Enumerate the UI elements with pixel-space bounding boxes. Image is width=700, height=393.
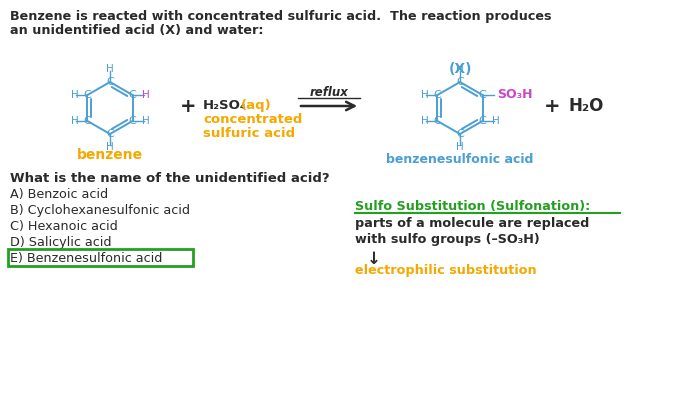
Text: C: C bbox=[479, 116, 486, 126]
Text: H₂SO₄: H₂SO₄ bbox=[203, 99, 246, 112]
Text: reflux: reflux bbox=[309, 86, 349, 99]
Text: C: C bbox=[83, 116, 92, 126]
Text: SO₃H: SO₃H bbox=[498, 88, 533, 101]
Text: ↓: ↓ bbox=[367, 250, 381, 268]
Text: H: H bbox=[456, 142, 464, 152]
Text: H: H bbox=[106, 64, 114, 74]
Text: H: H bbox=[106, 142, 114, 152]
Text: C: C bbox=[129, 90, 137, 100]
Text: H: H bbox=[421, 116, 428, 126]
Text: +: + bbox=[544, 97, 560, 116]
Text: H: H bbox=[421, 90, 428, 100]
Text: benzenesulfonic acid: benzenesulfonic acid bbox=[386, 153, 533, 166]
Text: H: H bbox=[71, 116, 78, 126]
Text: C: C bbox=[106, 129, 114, 139]
Text: H: H bbox=[491, 116, 499, 126]
Text: C: C bbox=[433, 90, 442, 100]
Text: with sulfo groups (–SO₃H): with sulfo groups (–SO₃H) bbox=[355, 233, 540, 246]
Text: concentrated: concentrated bbox=[203, 113, 302, 126]
Text: sulfuric acid: sulfuric acid bbox=[203, 127, 295, 140]
Text: What is the name of the unidentified acid?: What is the name of the unidentified aci… bbox=[10, 172, 330, 185]
Text: B) Cyclohexanesulfonic acid: B) Cyclohexanesulfonic acid bbox=[10, 204, 190, 217]
Text: C: C bbox=[456, 129, 464, 139]
Text: C: C bbox=[479, 90, 486, 100]
Text: C) Hexanoic acid: C) Hexanoic acid bbox=[10, 220, 118, 233]
Text: H: H bbox=[141, 90, 149, 100]
Text: an unidentified acid (X) and water:: an unidentified acid (X) and water: bbox=[10, 24, 263, 37]
Text: C: C bbox=[456, 77, 464, 87]
Text: (aq): (aq) bbox=[241, 99, 272, 112]
Text: D) Salicylic acid: D) Salicylic acid bbox=[10, 236, 111, 249]
Text: H: H bbox=[456, 64, 464, 74]
Text: Sulfo Substitution (Sulfonation):: Sulfo Substitution (Sulfonation): bbox=[355, 200, 590, 213]
Text: parts of a molecule are replaced: parts of a molecule are replaced bbox=[355, 217, 589, 230]
Text: C: C bbox=[106, 77, 114, 87]
Text: H₂O: H₂O bbox=[568, 97, 603, 115]
Text: C: C bbox=[129, 116, 137, 126]
Text: E) Benzenesulfonic acid: E) Benzenesulfonic acid bbox=[10, 252, 162, 265]
Text: H: H bbox=[141, 116, 149, 126]
Text: C: C bbox=[433, 116, 442, 126]
Text: C: C bbox=[83, 90, 92, 100]
Text: electrophilic substitution: electrophilic substitution bbox=[355, 264, 537, 277]
Text: A) Benzoic acid: A) Benzoic acid bbox=[10, 188, 108, 201]
Text: Benzene is reacted with concentrated sulfuric acid.  The reaction produces: Benzene is reacted with concentrated sul… bbox=[10, 10, 552, 23]
Text: (X): (X) bbox=[448, 62, 472, 76]
Text: H: H bbox=[71, 90, 78, 100]
Text: benzene: benzene bbox=[77, 148, 143, 162]
Text: +: + bbox=[180, 97, 196, 116]
